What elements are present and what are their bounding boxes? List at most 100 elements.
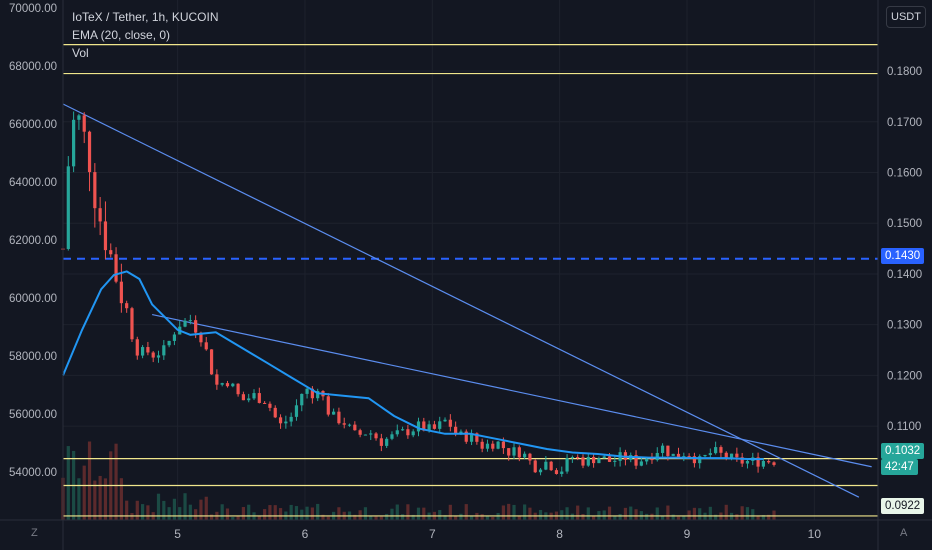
alert-price-badge[interactable]: 0.1430 xyxy=(881,248,925,264)
horizontal-levels xyxy=(63,44,878,517)
volume-bar xyxy=(517,516,521,520)
candle-body xyxy=(93,172,97,209)
volume-bar xyxy=(602,510,606,520)
candle-body xyxy=(682,456,686,458)
trendline[interactable] xyxy=(152,313,872,468)
candle-body xyxy=(263,402,267,404)
volume-bar xyxy=(655,507,659,520)
volume-bar xyxy=(300,509,304,520)
volume-bar xyxy=(745,507,750,520)
left-price-axis: 70000.00 68000.00 66000.00 64000.00 62000.00… xyxy=(9,3,57,479)
volume-bar xyxy=(257,516,261,520)
volume-bar xyxy=(188,504,192,520)
candle-body xyxy=(602,456,606,459)
candle-body xyxy=(87,131,92,173)
volume-bar xyxy=(438,510,442,520)
candle-body xyxy=(745,460,750,464)
volume-bar xyxy=(560,510,564,520)
candle-body xyxy=(671,453,675,456)
auto-scale-button[interactable]: A xyxy=(900,527,908,539)
volume-bar xyxy=(501,505,505,520)
volume-bar xyxy=(613,515,617,520)
candle-body xyxy=(310,388,314,399)
candle-body xyxy=(231,383,235,387)
volume-bar xyxy=(236,515,240,520)
candle-body xyxy=(146,347,150,353)
candle-body xyxy=(236,383,240,395)
volume-bar xyxy=(294,506,299,520)
volume-bar xyxy=(671,514,675,520)
volume-bar xyxy=(607,506,612,520)
volume-bar xyxy=(316,503,320,520)
volume-bar xyxy=(183,493,187,520)
candle-body xyxy=(241,394,246,401)
candle-body xyxy=(358,430,362,435)
volume-bar xyxy=(98,475,102,520)
volume-bar xyxy=(358,510,362,520)
candle-body xyxy=(639,461,643,466)
volume-bar xyxy=(443,515,447,520)
volume-indicator-label[interactable]: Vol xyxy=(72,46,89,60)
candle-body xyxy=(247,398,251,401)
volume-bar xyxy=(698,508,702,520)
left-axis-tick-label: 54000.00 xyxy=(9,467,57,479)
volume-bar xyxy=(273,505,277,520)
countdown-badge: 42:47 xyxy=(881,459,918,475)
ema-indicator-label[interactable]: EMA (20, close, 0) xyxy=(72,28,171,42)
candle-body xyxy=(501,441,505,449)
trendline[interactable] xyxy=(62,103,860,498)
trendlines xyxy=(62,103,872,498)
candle-body xyxy=(183,320,187,327)
candle-body xyxy=(332,411,336,415)
volume-bar xyxy=(528,507,532,520)
candle-body xyxy=(363,434,368,436)
support-price-badge: 0.0922 xyxy=(881,498,925,514)
candle-body xyxy=(740,457,744,464)
volume-bar xyxy=(278,508,283,520)
symbol-title[interactable]: IoTeX / Tether, 1h, KUCOIN xyxy=(72,10,219,24)
volume-bar xyxy=(385,513,389,520)
candle-body xyxy=(130,308,134,340)
candle-body xyxy=(422,421,426,431)
currency-button[interactable]: USDT xyxy=(886,6,926,28)
candle-body xyxy=(326,396,330,415)
candle-body xyxy=(374,433,378,439)
volume-bar xyxy=(289,504,293,520)
candle-body xyxy=(140,347,145,356)
candle-body xyxy=(125,303,129,309)
volume-bar xyxy=(225,508,230,520)
volume-bar xyxy=(687,510,691,520)
left-axis-tick-label: 66000.00 xyxy=(9,119,57,131)
volume-bar xyxy=(337,507,341,520)
volume-bar xyxy=(724,504,728,520)
candle-body xyxy=(591,456,596,464)
candle-body xyxy=(438,421,442,429)
candle-body xyxy=(475,433,479,442)
volume-bar xyxy=(538,509,543,520)
candle-body xyxy=(714,447,718,454)
volume-bar xyxy=(708,506,712,520)
timezone-button[interactable]: Z xyxy=(31,527,38,539)
candle-body xyxy=(172,334,177,341)
candle-body xyxy=(454,426,458,434)
volume-bar xyxy=(740,506,744,520)
candle-body xyxy=(581,457,585,466)
volume-bar xyxy=(692,507,697,520)
right-axis-tick-label: 0.1400 xyxy=(887,269,922,281)
candle-body xyxy=(353,424,357,431)
candle-body xyxy=(395,430,399,435)
volume-bar xyxy=(321,514,325,520)
volume-bar xyxy=(411,514,415,520)
candle-body xyxy=(523,453,527,458)
candle-body xyxy=(82,115,86,132)
last-price-badge: 0.1032 xyxy=(881,443,925,459)
candle-body xyxy=(607,456,612,462)
volume-bar xyxy=(459,513,463,520)
candle-body xyxy=(655,452,659,461)
time-axis-tick-label: 6 xyxy=(302,527,309,541)
volume-bar xyxy=(645,513,649,520)
candle-body xyxy=(724,452,728,459)
candle-body xyxy=(278,417,283,424)
